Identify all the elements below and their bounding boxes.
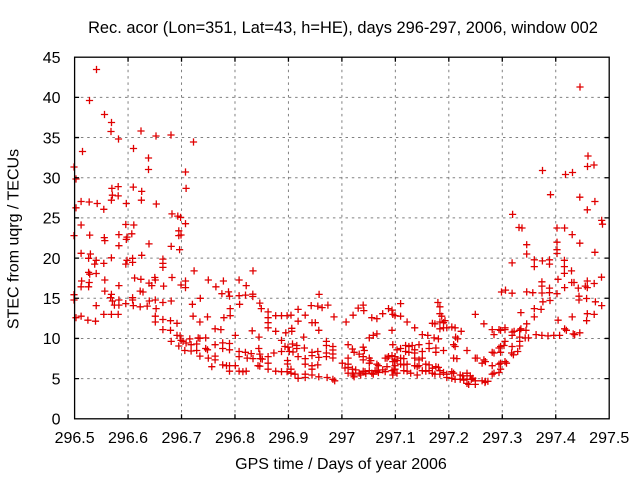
svg-text:25: 25 bbox=[43, 211, 61, 228]
svg-text:296.9: 296.9 bbox=[268, 430, 308, 447]
svg-text:296.7: 296.7 bbox=[161, 430, 201, 447]
svg-text:297.3: 297.3 bbox=[482, 430, 522, 447]
svg-text:20: 20 bbox=[43, 251, 61, 268]
svg-text:296.8: 296.8 bbox=[215, 430, 255, 447]
svg-text:Rec. acor (Lon=351, Lat=43, h=: Rec. acor (Lon=351, Lat=43, h=HE), days … bbox=[88, 19, 598, 37]
svg-text:297.1: 297.1 bbox=[375, 430, 415, 447]
svg-text:296.5: 296.5 bbox=[55, 430, 95, 447]
svg-text:0: 0 bbox=[52, 412, 61, 429]
svg-text:297: 297 bbox=[329, 430, 356, 447]
svg-text:STEC from uqrg / TECUs: STEC from uqrg / TECUs bbox=[6, 149, 23, 329]
svg-text:45: 45 bbox=[43, 50, 61, 67]
svg-text:5: 5 bbox=[52, 371, 61, 388]
svg-text:40: 40 bbox=[43, 90, 61, 107]
svg-text:GPS time / Days of year 2006: GPS time / Days of year 2006 bbox=[235, 456, 447, 473]
svg-text:297.2: 297.2 bbox=[429, 430, 469, 447]
svg-text:35: 35 bbox=[43, 130, 61, 147]
svg-text:10: 10 bbox=[43, 331, 61, 348]
svg-text:15: 15 bbox=[43, 291, 61, 308]
svg-text:297.4: 297.4 bbox=[536, 430, 576, 447]
svg-text:296.6: 296.6 bbox=[108, 430, 148, 447]
svg-text:30: 30 bbox=[43, 170, 61, 187]
svg-text:297.5: 297.5 bbox=[589, 430, 629, 447]
